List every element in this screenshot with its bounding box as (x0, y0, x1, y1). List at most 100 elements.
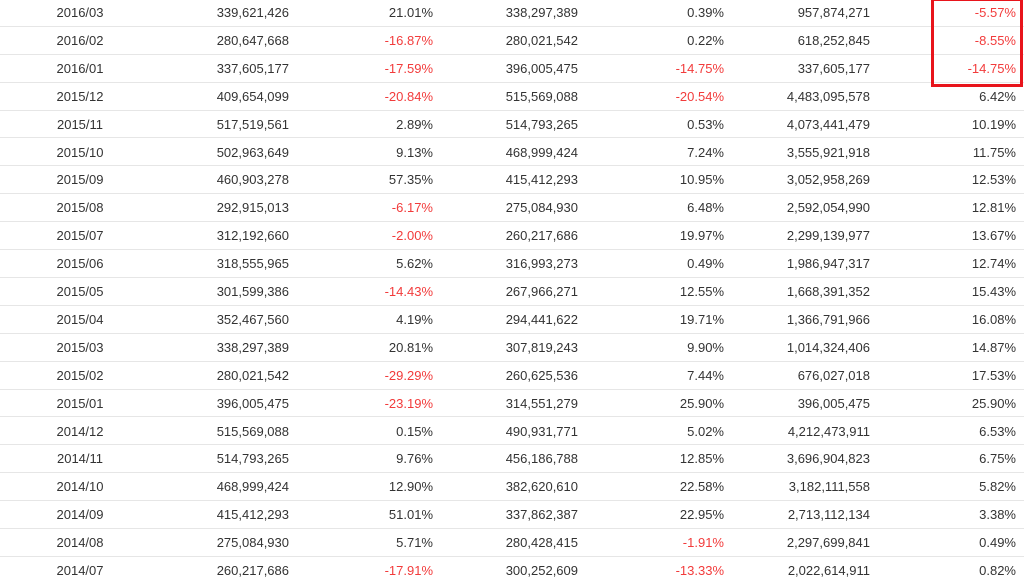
percent-cell: 2.89% (396, 116, 433, 132)
percent-cell: -20.54% (675, 88, 724, 104)
percent-cell: -13.33% (675, 563, 724, 578)
value-cell: 280,021,542 (216, 367, 289, 383)
value-cell: 502,963,649 (216, 144, 289, 160)
percent-cell: 12.85% (679, 451, 724, 467)
table-row: 2015/08 292,915,013 -6.17% 275,084,930 6.48%… (0, 194, 1024, 223)
date-cell: 2015/01 (56, 395, 104, 411)
value-cell: 517,519,561 (216, 116, 289, 132)
table-row: 2015/09 460,903,278 57.35% 415,412,293 10.95… (0, 166, 1024, 195)
value-cell: 415,412,293 (216, 507, 289, 523)
value-cell: 1,014,324,406 (786, 339, 870, 355)
percent-cell: 3.38% (979, 507, 1016, 523)
table-row: 2015/05 301,599,386 -14.43% 267,966,271 12.5… (0, 278, 1024, 306)
table-row: 2014/07 260,217,686 -17.91% 300,252,609 -13.… (0, 557, 1024, 584)
percent-cell: 0.49% (687, 256, 724, 272)
value-cell: 460,903,278 (216, 172, 289, 188)
date-cell: 2015/03 (56, 339, 104, 355)
date-cell: 2014/12 (56, 423, 104, 439)
percent-cell: 10.95% (679, 172, 724, 188)
percent-cell: 12.90% (388, 479, 433, 495)
table-row: 2014/09 415,412,293 51.01% 337,862,387 22.95… (0, 501, 1024, 530)
percent-cell: 5.71% (396, 535, 433, 551)
percent-cell: -2.00% (391, 228, 433, 244)
date-cell: 2016/03 (56, 5, 104, 20)
value-cell: 352,467,560 (216, 311, 289, 327)
value-cell: 409,654,099 (216, 88, 289, 104)
date-cell: 2015/06 (56, 256, 104, 272)
percent-cell: 14.87% (971, 339, 1016, 355)
value-cell: 312,192,660 (216, 228, 289, 244)
percent-cell: 6.75% (979, 451, 1016, 467)
percent-cell: 12.74% (971, 256, 1016, 272)
percent-cell: 7.44% (687, 367, 724, 383)
percent-cell: 6.42% (979, 88, 1016, 104)
value-cell: 676,027,018 (797, 367, 870, 383)
percent-cell: 10.19% (971, 116, 1016, 132)
value-cell: 307,819,243 (505, 339, 578, 355)
value-cell: 275,084,930 (505, 200, 578, 216)
value-cell: 337,605,177 (797, 60, 870, 76)
value-cell: 275,084,930 (216, 535, 289, 551)
date-cell: 2015/11 (56, 116, 104, 132)
date-cell: 2014/07 (56, 563, 104, 578)
value-cell: 318,555,965 (216, 256, 289, 272)
percent-cell: -5.57% (974, 5, 1016, 20)
date-cell: 2015/10 (56, 144, 104, 160)
value-cell: 515,569,088 (216, 423, 289, 439)
value-cell: 1,668,391,352 (786, 284, 870, 299)
table-row: 2015/12 409,654,099 -20.84% 515,569,088 -20.… (0, 83, 1024, 111)
percent-cell: 0.53% (687, 116, 724, 132)
percent-cell: -17.91% (384, 563, 433, 578)
percent-cell: 13.67% (971, 228, 1016, 244)
highlight-box (931, 0, 1023, 87)
value-cell: 490,931,771 (505, 423, 578, 439)
percent-cell: 5.02% (687, 423, 724, 439)
date-cell: 2015/02 (56, 367, 104, 383)
percent-cell: -6.17% (391, 200, 433, 216)
value-cell: 267,966,271 (505, 284, 578, 299)
percent-cell: 12.81% (971, 200, 1016, 216)
value-cell: 514,793,265 (505, 116, 578, 132)
value-cell: 514,793,265 (216, 451, 289, 467)
percent-cell: 9.13% (396, 144, 433, 160)
percent-cell: 7.24% (687, 144, 724, 160)
percent-cell: -17.59% (384, 60, 433, 76)
value-cell: 338,297,389 (216, 339, 289, 355)
date-cell: 2015/09 (56, 172, 104, 188)
percent-cell: 9.90% (687, 339, 724, 355)
table-row: 2016/01 337,605,177 -17.59% 396,005,475 -14.… (0, 55, 1024, 83)
value-cell: 4,212,473,911 (787, 423, 870, 439)
value-cell: 4,073,441,479 (786, 116, 870, 132)
value-cell: 2,592,054,990 (786, 200, 870, 216)
percent-cell: 21.01% (388, 5, 433, 20)
percent-cell: 19.71% (679, 311, 724, 327)
percent-cell: 0.49% (979, 535, 1016, 551)
value-cell: 301,599,386 (216, 284, 289, 299)
value-cell: 3,555,921,918 (786, 144, 870, 160)
date-cell: 2016/02 (56, 32, 104, 48)
percent-cell: 22.95% (679, 507, 724, 523)
value-cell: 339,621,426 (216, 5, 289, 20)
value-cell: 3,696,904,823 (786, 451, 870, 467)
percent-cell: -14.75% (967, 60, 1016, 76)
percent-cell: 6.48% (687, 200, 724, 216)
value-cell: 468,999,424 (216, 479, 289, 495)
table-row: 2014/11 514,793,265 9.76% 456,186,788 12.85%… (0, 445, 1024, 474)
percent-cell: 57.35% (388, 172, 433, 188)
value-cell: 2,713,112,134 (787, 507, 870, 523)
percent-cell: -29.29% (384, 367, 433, 383)
percent-cell: 51.01% (388, 507, 433, 523)
table-row: 2015/04 352,467,560 4.19% 294,441,622 19.71%… (0, 306, 1024, 334)
percent-cell: -14.75% (675, 60, 724, 76)
value-cell: 314,551,279 (505, 395, 578, 411)
date-cell: 2014/08 (56, 535, 104, 551)
percent-cell: 17.53% (971, 367, 1016, 383)
value-cell: 260,625,536 (505, 367, 578, 383)
value-cell: 396,005,475 (505, 60, 578, 76)
date-cell: 2015/07 (56, 228, 104, 244)
percent-cell: 20.81% (388, 339, 433, 355)
table-row: 2015/01 396,005,475 -23.19% 314,551,279 25.9… (0, 390, 1024, 418)
percent-cell: 22.58% (679, 479, 724, 495)
value-cell: 338,297,389 (505, 5, 578, 20)
value-cell: 280,647,668 (216, 32, 289, 48)
